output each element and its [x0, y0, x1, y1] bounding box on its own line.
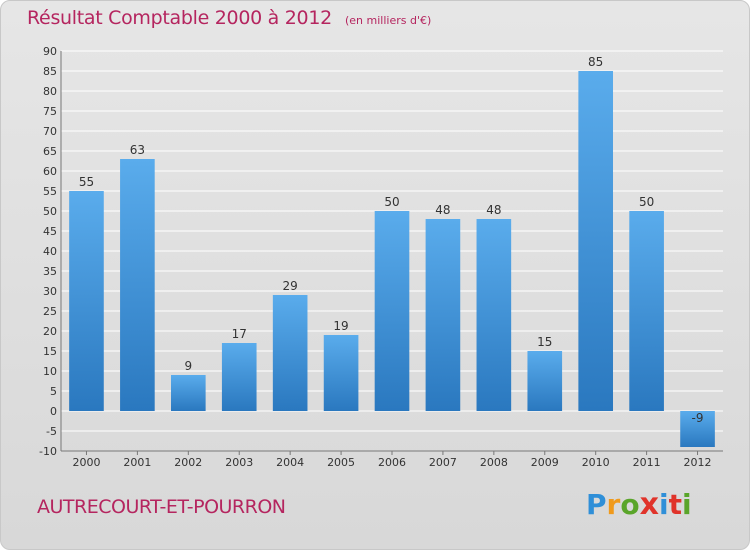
bar-2005 — [323, 335, 359, 411]
y-tick-label: 65 — [43, 145, 57, 158]
x-tick-label: 2003 — [225, 456, 253, 469]
y-tick-label: 60 — [43, 165, 57, 178]
data-label: -9 — [692, 411, 704, 425]
chart-subtitle: (en milliers d'€) — [344, 14, 432, 27]
y-tick-label: 15 — [43, 345, 57, 358]
y-tick-label: 85 — [43, 65, 57, 78]
data-label: 50 — [639, 195, 654, 209]
bar-2000 — [69, 191, 104, 411]
data-label: 50 — [384, 195, 399, 209]
bar-2012 — [680, 411, 715, 447]
bar-2003 — [221, 343, 257, 411]
bar-2006 — [374, 211, 410, 411]
y-tick-label: 55 — [43, 185, 57, 198]
y-tick-label: 30 — [43, 285, 57, 298]
y-tick-label: 80 — [43, 85, 57, 98]
chart-title: Résultat Comptable 2000 à 2012 — [27, 7, 332, 29]
x-tick-label: 2002 — [174, 456, 202, 469]
bar-2010 — [578, 71, 614, 411]
x-tick-label: 2004 — [276, 456, 304, 469]
data-label: 19 — [333, 319, 348, 333]
data-label: 63 — [130, 143, 145, 157]
proxiti-logo: Proxiti — [586, 487, 692, 522]
x-tick-label: 2008 — [480, 456, 508, 469]
data-label: 55 — [79, 175, 94, 189]
y-tick-label: 50 — [43, 205, 57, 218]
y-tick-label: 0 — [50, 405, 57, 418]
x-tick-label: 2011 — [633, 456, 661, 469]
y-tick-label: 75 — [43, 105, 57, 118]
title-row: Résultat Comptable 2000 à 2012 (en milli… — [27, 7, 431, 29]
bar-2001 — [120, 159, 155, 411]
bar-2007 — [425, 219, 461, 411]
x-tick-label: 2006 — [378, 456, 406, 469]
data-label: 85 — [588, 55, 603, 69]
x-tick-label: 2010 — [582, 456, 610, 469]
data-label: 17 — [232, 327, 247, 341]
y-tick-label: 10 — [43, 365, 57, 378]
y-tick-label: 70 — [43, 125, 57, 138]
bar-2002 — [170, 375, 206, 411]
y-tick-label: 40 — [43, 245, 57, 258]
x-tick-label: 2000 — [72, 456, 100, 469]
data-label: 15 — [537, 335, 552, 349]
x-tick-label: 2012 — [684, 456, 712, 469]
y-tick-label: 5 — [50, 385, 57, 398]
place-name: AUTRECOURT-ET-POURRON — [37, 496, 286, 518]
bar-2011 — [629, 211, 664, 411]
bar-2009 — [527, 351, 563, 411]
x-tick-label: 2007 — [429, 456, 457, 469]
y-tick-label: 35 — [43, 265, 57, 278]
y-tick-label: 25 — [43, 305, 57, 318]
data-label: 9 — [184, 359, 192, 373]
data-label: 48 — [486, 203, 501, 217]
y-tick-label: -5 — [46, 425, 57, 438]
y-tick-label: 45 — [43, 225, 57, 238]
x-tick-label: 2009 — [531, 456, 559, 469]
y-tick-label: 20 — [43, 325, 57, 338]
x-tick-label: 2005 — [327, 456, 355, 469]
data-label: 29 — [283, 279, 298, 293]
x-tick-label: 2001 — [123, 456, 151, 469]
data-label: 48 — [435, 203, 450, 217]
y-tick-label: 90 — [43, 45, 57, 58]
y-tick-label: -10 — [39, 445, 57, 458]
bar-2008 — [476, 219, 512, 411]
bar-2004 — [272, 295, 308, 411]
